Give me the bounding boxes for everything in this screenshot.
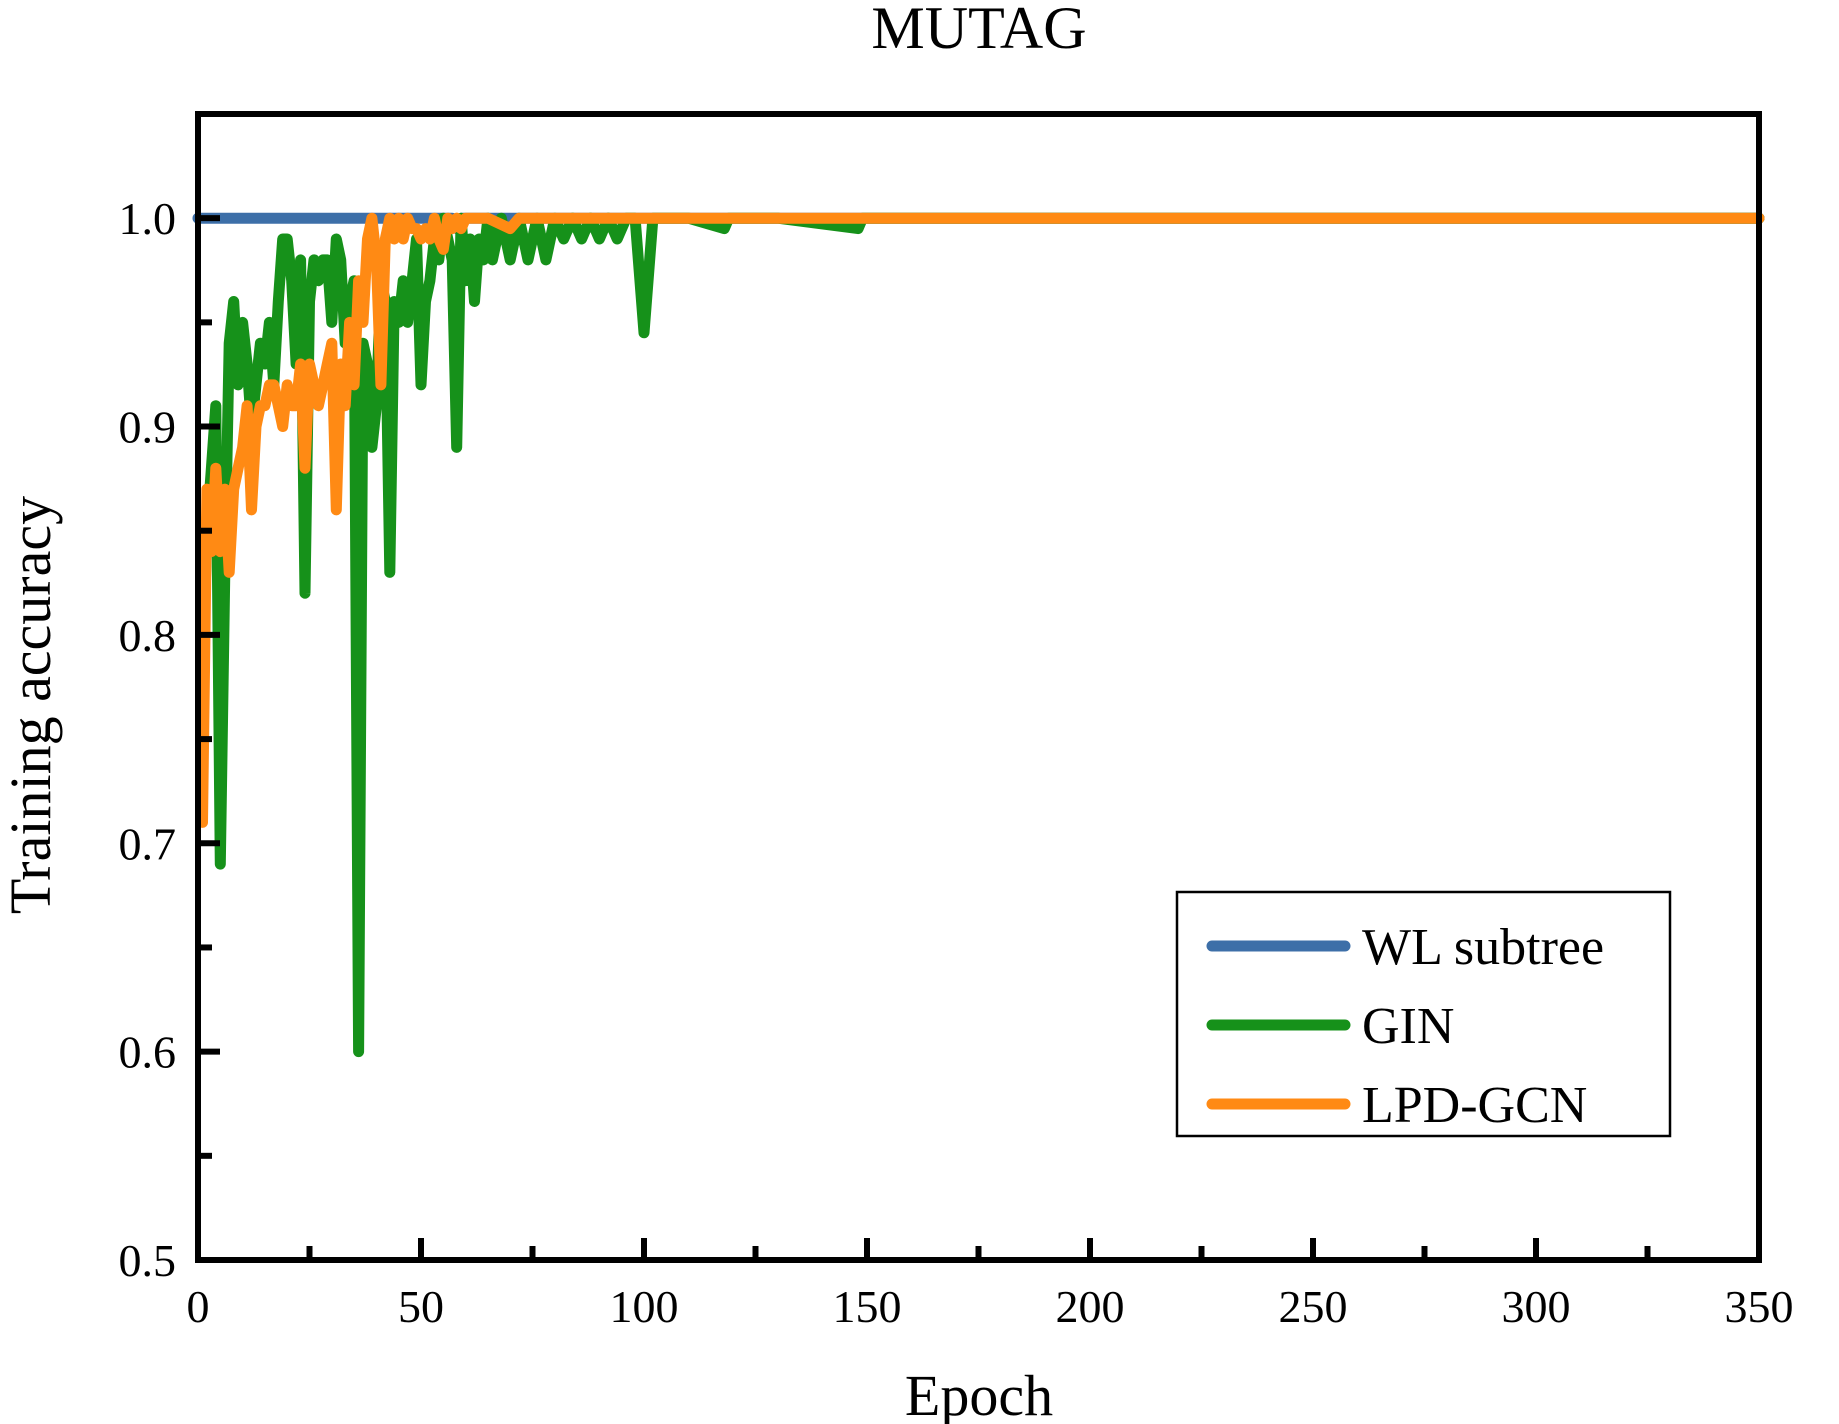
series-layer <box>192 212 1765 1058</box>
x-tick-label-0: 0 <box>187 1281 210 1332</box>
x-tick-label-350: 350 <box>1725 1281 1794 1332</box>
y-tick-label-0.6: 0.6 <box>119 1027 177 1078</box>
y-tick-label-0.8: 0.8 <box>119 610 177 661</box>
x-tick-label-200: 200 <box>1056 1281 1125 1332</box>
legend-label-lpd-gcn: LPD-GCN <box>1362 1077 1587 1134</box>
x-axis-title: Epoch <box>905 1363 1053 1424</box>
x-tick-label-250: 250 <box>1279 1281 1348 1332</box>
x-tick-label-50: 50 <box>398 1281 444 1332</box>
y-tick-label-0.5: 0.5 <box>119 1235 177 1286</box>
y-tick-label-0.9: 0.9 <box>119 402 177 453</box>
series-line-lpd-gcn <box>197 212 1765 828</box>
x-tick-label-150: 150 <box>833 1281 902 1332</box>
y-tick-label-0.7: 0.7 <box>119 818 177 869</box>
x-axis-ticks: 0 50 100 150 200 250 300 350 <box>187 1238 1794 1332</box>
x-tick-label-300: 300 <box>1502 1281 1571 1332</box>
x-tick-label-100: 100 <box>610 1281 679 1332</box>
legend-label-wl-subtree: WL subtree <box>1362 919 1604 976</box>
chart-title: MUTAG <box>871 0 1086 61</box>
legend-box <box>1175 890 1672 1138</box>
legend: WL subtree GIN LPD-GCN <box>1175 890 1672 1138</box>
legend-label-gin: GIN <box>1362 998 1454 1055</box>
y-tick-label-1: 1.0 <box>119 193 177 244</box>
y-axis-ticks: 0.5 0.6 0.7 0.8 0.9 1.0 <box>119 193 220 1286</box>
y-axis-title: Training accuracy <box>0 496 63 914</box>
